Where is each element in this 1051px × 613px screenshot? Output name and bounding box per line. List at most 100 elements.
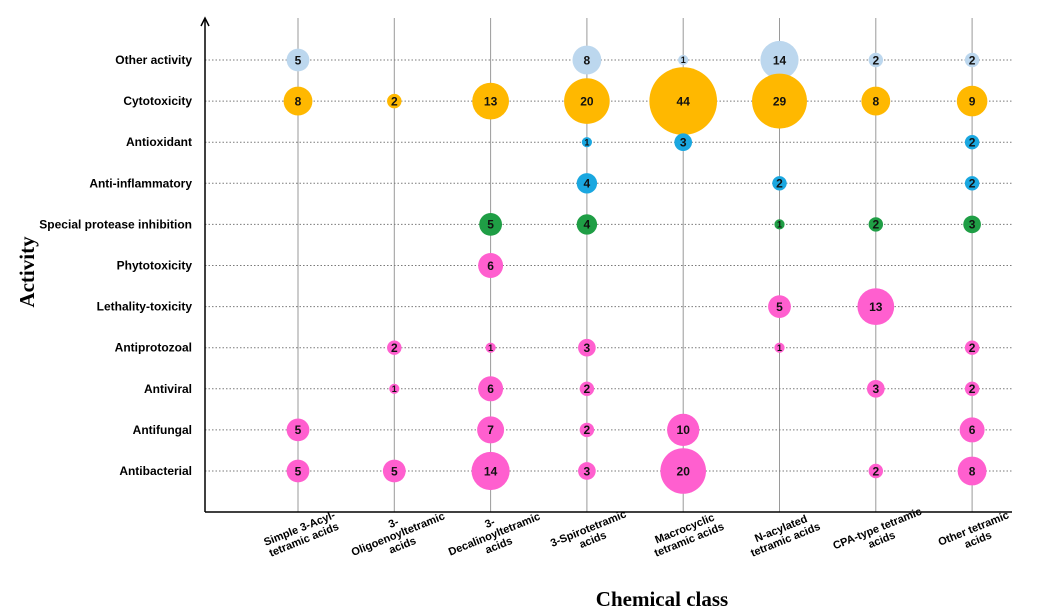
bubble <box>660 448 707 494</box>
bubble <box>674 133 693 152</box>
bubble <box>964 340 980 355</box>
y-tick-label: Antibacterial <box>119 464 192 478</box>
bubble-value-label: 13 <box>484 94 498 108</box>
bubble <box>678 54 689 66</box>
x-tick-label-line: 3- <box>387 516 401 531</box>
bubble <box>772 176 787 191</box>
bubble <box>387 93 402 109</box>
bubble <box>578 338 596 357</box>
bubble <box>471 451 510 491</box>
bubble-value-label: 14 <box>773 53 787 67</box>
bubble-value-label: 2 <box>872 464 879 478</box>
bubble-value-label: 29 <box>773 94 787 108</box>
y-tick-label: Other activity <box>115 53 192 67</box>
y-tick-label: Antiprotozoal <box>115 341 192 355</box>
bubble-value-label: 2 <box>391 341 398 355</box>
bubble-value-label: 2 <box>872 218 879 232</box>
bubble <box>479 212 503 236</box>
bubble <box>286 48 310 72</box>
bubble-value-label: 8 <box>295 94 302 108</box>
bubble-value-label: 2 <box>584 423 591 437</box>
bubble-value-label: 1 <box>777 343 782 353</box>
bubble <box>752 73 807 129</box>
x-tick-label: Simple 3-Acyl-tetramic acids <box>262 509 340 559</box>
bubble <box>389 383 400 394</box>
bubble-value-label: 5 <box>295 464 302 478</box>
bubble-value-label: 6 <box>969 423 976 437</box>
bubble-value-label: 8 <box>969 464 976 478</box>
bubble-value-label: 3 <box>680 136 687 150</box>
bubble <box>579 422 595 438</box>
bubble-value-label: 2 <box>969 177 976 191</box>
bubble <box>964 52 980 68</box>
bubble <box>286 418 310 442</box>
bubble-value-label: 8 <box>872 94 879 108</box>
bubble <box>964 134 980 150</box>
y-axis-title: Activity <box>15 236 39 308</box>
bubble-layer: 5 8 1 14 2 28 2 13 20 44 29 8 91 3 24 2 25 4 1 2 365 132 1 3 1 21… <box>283 40 988 494</box>
bubble-value-label: 1 <box>488 343 493 353</box>
bubble-value-label: 1 <box>584 137 589 147</box>
bubble-value-label: 20 <box>677 464 691 478</box>
bubble-value-label: 4 <box>584 218 591 232</box>
bubble-value-label: 5 <box>776 300 783 314</box>
y-tick-label: Antiviral <box>144 382 192 396</box>
bubble-value-label: 7 <box>487 423 494 437</box>
y-tick-label: Special protease inhibition <box>39 217 192 231</box>
bubble <box>286 459 310 483</box>
y-tick-label: Antifungal <box>133 423 192 437</box>
bubble-value-label: 5 <box>391 464 398 478</box>
y-tick-label: Phytotoxicity <box>117 259 193 273</box>
bubble <box>868 463 884 479</box>
bubble-value-label: 2 <box>969 136 976 150</box>
bubble <box>667 413 700 447</box>
bubble-value-label: 3 <box>969 218 976 232</box>
bubble <box>478 376 504 402</box>
bubble-value-label: 2 <box>969 341 976 355</box>
bubble-value-label: 2 <box>776 177 783 191</box>
bubble-value-label: 1 <box>681 55 686 65</box>
bubble-value-label: 5 <box>295 53 302 67</box>
bubble <box>477 416 505 444</box>
bubble-value-label: 5 <box>487 218 494 232</box>
bubble-value-label: 6 <box>487 259 494 273</box>
bubble-value-label: 8 <box>584 53 591 67</box>
bubble-value-label: 13 <box>869 300 883 314</box>
bubble <box>774 219 785 230</box>
bubble <box>957 456 987 486</box>
bubble <box>283 86 313 116</box>
bubble-value-label: 1 <box>392 384 397 394</box>
bubble-value-label: 2 <box>969 53 976 67</box>
bubble <box>959 417 985 443</box>
bubble-value-label: 3 <box>872 382 879 396</box>
bubble-value-label: 4 <box>584 177 591 191</box>
bubble <box>649 67 718 135</box>
bubble-value-label: 9 <box>969 94 976 108</box>
bubble <box>774 342 785 353</box>
bubble <box>866 379 885 398</box>
y-tick-label: Antioxidant <box>126 135 192 149</box>
y-tick-label: Lethality-toxicity <box>97 300 193 314</box>
bubble <box>485 342 496 353</box>
grid-layer <box>205 18 1012 512</box>
bubble <box>576 173 598 194</box>
bubble <box>572 45 602 75</box>
bubble <box>581 137 593 148</box>
x-tick-label-line: 3- <box>483 516 497 531</box>
bubble-value-label: 2 <box>584 382 591 396</box>
bubble <box>964 381 980 397</box>
bubble <box>579 381 595 397</box>
bubble-value-label: 5 <box>295 423 302 437</box>
bubble-value-label: 6 <box>487 382 494 396</box>
y-axis-arrow <box>200 16 210 27</box>
bubble-value-label: 44 <box>677 94 691 108</box>
bubble-value-label: 14 <box>484 464 498 478</box>
bubble-value-label: 10 <box>677 423 691 437</box>
bubble <box>963 215 981 234</box>
bubble <box>578 462 596 480</box>
